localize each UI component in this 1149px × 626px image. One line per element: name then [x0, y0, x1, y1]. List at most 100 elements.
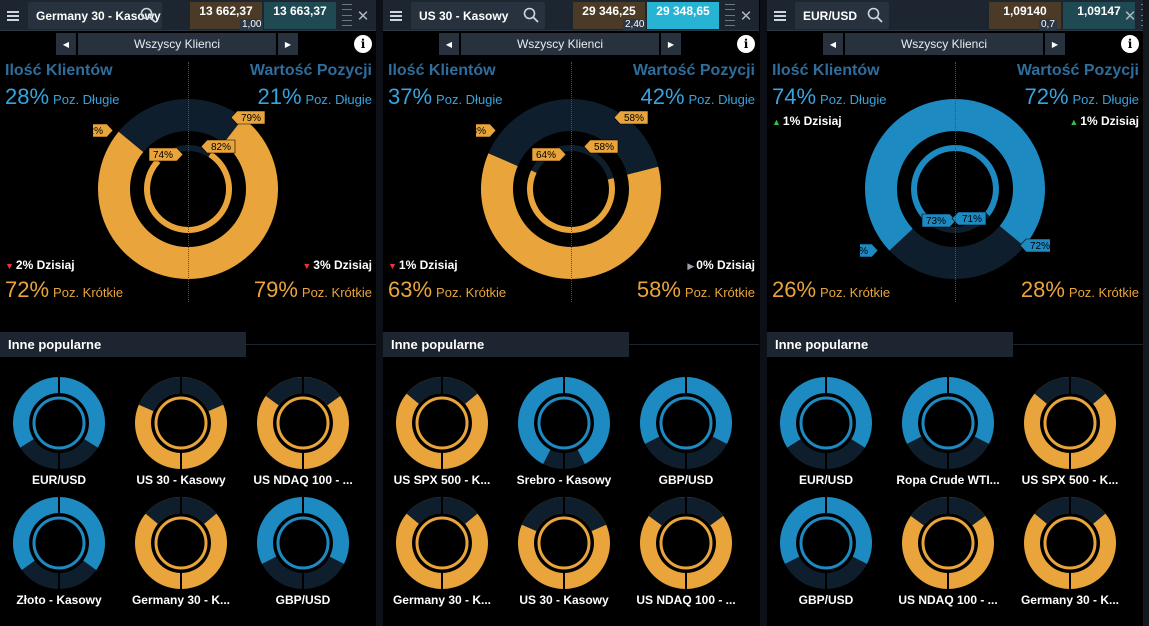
popular-instrument-card[interactable]: EUR/USD — [771, 376, 881, 488]
popular-instrument-card[interactable]: US NDAQ 100 - ... — [893, 496, 1003, 608]
instrument-name: EUR/USD — [803, 8, 858, 23]
mini-long-segment-b — [303, 377, 341, 406]
spread-value: 0,7 — [1039, 19, 1057, 30]
clients-long-pct: 28% — [5, 84, 50, 109]
popular-instrument-card[interactable]: US NDAQ 100 - ... — [248, 376, 358, 488]
value-today-value: 3% — [313, 258, 331, 272]
mini-hole — [159, 401, 203, 445]
hamburger-menu-icon[interactable] — [383, 0, 409, 31]
clients-short-pct: 26% — [772, 277, 817, 302]
mini-inner-ring — [1043, 396, 1097, 450]
mini-long-segment — [406, 377, 442, 404]
section-divider-line — [246, 344, 376, 345]
mini-hole — [542, 401, 586, 445]
value-short-stat: 28% Poz. Krótkie — [1021, 277, 1139, 303]
value-heading: Wartość Pozycji — [1016, 62, 1139, 79]
mini-long-segment-b — [181, 497, 217, 524]
info-icon[interactable]: i — [354, 35, 372, 53]
info-icon[interactable]: i — [737, 35, 755, 53]
info-icon[interactable]: i — [1121, 35, 1139, 53]
popular-instrument-card[interactable]: Germany 30 - K... — [1015, 496, 1125, 608]
value-heading: Wartość Pozycji — [632, 62, 755, 79]
close-icon[interactable]: ✕ — [739, 7, 753, 25]
popular-instrument-card[interactable]: GBP/USD — [631, 376, 741, 488]
mini-long-segment — [265, 377, 303, 406]
popular-instrument-card[interactable]: US SPX 500 - K... — [1015, 376, 1125, 488]
mini-inner-ring — [921, 516, 975, 570]
close-icon[interactable]: ✕ — [1123, 7, 1137, 25]
section-divider-line — [629, 344, 759, 345]
inner-left-tag: 73% — [921, 213, 957, 228]
client-filter-bar: ◀ Wszyscy Klienci ▶ i — [767, 33, 1143, 55]
mini-donut-chart — [901, 497, 994, 589]
mini-inner-ring — [659, 396, 713, 450]
short-label: Poz. Krótkie — [820, 285, 891, 300]
popular-instrument-card[interactable]: EUR/USD — [4, 376, 114, 488]
ask-price-button[interactable]: 13 663,37 — [264, 2, 336, 29]
value-short-pct: 58% — [636, 277, 681, 302]
outer-left-tag-label: 72% — [93, 126, 103, 137]
popular-instrument-card[interactable]: US 30 - Kasowy — [509, 496, 619, 608]
mini-long-segment-b — [59, 377, 105, 448]
popular-instrument-name: US SPX 500 - K... — [1021, 473, 1119, 487]
next-filter-button[interactable]: ▶ — [1045, 33, 1065, 55]
inner-right-tag: 58% — [583, 139, 619, 154]
mini-long-segment — [406, 497, 442, 524]
outer-left-tag: 63% — [461, 123, 497, 138]
drag-handle-icon[interactable] — [725, 4, 735, 26]
popular-instrument-card[interactable]: Srebro - Kasowy — [509, 376, 619, 488]
mini-long-segment — [13, 377, 60, 448]
next-filter-button[interactable]: ▶ — [278, 33, 298, 55]
mini-donut-chart — [134, 377, 227, 469]
outer-right-tag: 72% — [1019, 238, 1055, 253]
next-filter-button[interactable]: ▶ — [661, 33, 681, 55]
search-icon[interactable] — [867, 7, 883, 23]
client-filter-label[interactable]: Wszyscy Klienci — [845, 33, 1043, 55]
instrument-search-box[interactable]: EUR/USD — [795, 2, 889, 29]
right-scrollbar[interactable] — [1143, 0, 1149, 626]
short-label: Poz. Krótkie — [301, 285, 372, 300]
popular-instrument-name: Germany 30 - K... — [1020, 593, 1120, 607]
popular-instrument-name: Srebro - Kasowy — [516, 473, 612, 487]
client-filter-label[interactable]: Wszyscy Klienci — [78, 33, 276, 55]
mini-donut-chart — [12, 377, 105, 469]
popular-instrument-card[interactable]: GBP/USD — [771, 496, 881, 608]
client-filter-label[interactable]: Wszyscy Klienci — [461, 33, 659, 55]
popular-instrument-card[interactable]: Germany 30 - K... — [126, 496, 236, 608]
close-icon[interactable]: ✕ — [356, 7, 370, 25]
popular-instrument-card[interactable]: Złoto - Kasowy — [4, 496, 114, 608]
drag-handle-icon[interactable] — [342, 4, 352, 26]
mini-donut-chart — [901, 377, 994, 469]
ask-price-button[interactable]: 29 348,65 — [647, 2, 719, 29]
mini-inner-ring — [921, 396, 975, 450]
instrument-search-box[interactable]: Germany 30 - Kasowy — [28, 2, 162, 29]
search-icon[interactable] — [523, 7, 539, 23]
clients-short-stat: 63% Poz. Krótkie — [388, 277, 506, 303]
mini-long-segment-b — [1070, 377, 1106, 404]
clients-today-change: ▼ 1% Dzisiaj — [388, 258, 458, 272]
popular-instrument-name: EUR/USD — [798, 473, 853, 487]
clients-today-change: ▼ 2% Dzisiaj — [5, 258, 75, 272]
popular-instrument-card[interactable]: US 30 - Kasowy — [126, 376, 236, 488]
clients-long-stat: 74% Poz. Długie — [772, 84, 887, 110]
popular-instrument-card[interactable]: Germany 30 - K... — [387, 496, 497, 608]
mini-hole — [664, 401, 708, 445]
popular-instrument-card[interactable]: US SPX 500 - K... — [387, 376, 497, 488]
mini-donut-chart — [256, 497, 349, 589]
popular-instrument-card[interactable]: Ropa Crude WTI... — [893, 376, 1003, 488]
prev-filter-button[interactable]: ◀ — [56, 33, 76, 55]
search-icon[interactable] — [140, 7, 156, 23]
instrument-search-box[interactable]: US 30 - Kasowy — [411, 2, 545, 29]
mini-hole — [37, 521, 81, 565]
hamburger-menu-icon[interactable] — [767, 0, 793, 31]
popular-instrument-card[interactable]: US NDAQ 100 - ... — [631, 496, 741, 608]
hamburger-menu-icon[interactable] — [0, 0, 26, 31]
prev-filter-button[interactable]: ◀ — [439, 33, 459, 55]
popular-instrument-card[interactable]: GBP/USD — [248, 496, 358, 608]
popular-instrument-name: EUR/USD — [31, 473, 86, 487]
ask-price-button[interactable]: 1,09147 — [1063, 2, 1135, 29]
mini-long-segment — [648, 497, 686, 526]
prev-filter-button[interactable]: ◀ — [823, 33, 843, 55]
inner-left-tag: 64% — [531, 147, 567, 162]
